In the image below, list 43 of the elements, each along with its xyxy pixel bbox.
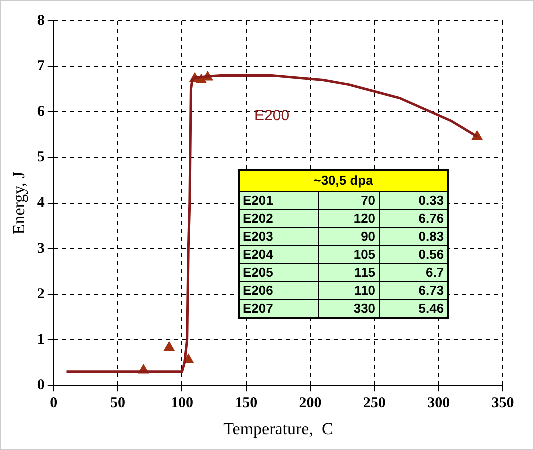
annotation: 5.46 — [379, 299, 448, 318]
y-tick-label: 5 — [37, 150, 45, 166]
annotation: 0.33 — [379, 191, 448, 210]
annotation: 115 — [318, 263, 380, 282]
y-tick-label: 4 — [37, 195, 46, 212]
y-tick-label: 8 — [37, 12, 45, 29]
point — [164, 342, 175, 352]
annotation: 6.76 — [379, 209, 448, 228]
annotation: E203 — [239, 227, 319, 246]
annotation: 120 — [318, 209, 380, 228]
y-axis-title: Energy, J — [10, 172, 29, 235]
x-axis-title: Temperature, C — [224, 419, 334, 438]
x-tick-label: 350 — [492, 395, 514, 412]
annotation: E205 — [239, 263, 319, 282]
y-tick-label: 6 — [37, 104, 46, 120]
y-tick-label: 2 — [37, 286, 45, 302]
y-tick-label: 7 — [37, 58, 46, 74]
annotation: E206 — [239, 281, 319, 300]
annotation: 105 — [318, 245, 380, 264]
annotation: E202 — [239, 209, 319, 228]
annotation: 90 — [318, 227, 380, 246]
annotation: 330 — [318, 299, 380, 318]
x-tick-label: 50 — [110, 395, 126, 412]
annotation: ~30,5 dpa — [239, 170, 448, 192]
annotation: 70 — [318, 191, 380, 210]
annotation: E201 — [239, 191, 319, 210]
annotation: E207 — [239, 299, 319, 318]
y-tick-label: 0 — [37, 377, 45, 394]
x-tick-label: 300 — [428, 395, 450, 412]
annotation: 0.83 — [379, 227, 448, 246]
x-tick-label: 250 — [363, 395, 386, 412]
y-tick-label: 3 — [37, 240, 45, 257]
y-tick-label: 1 — [37, 332, 45, 348]
annotation: E204 — [239, 245, 319, 264]
x-tick-label: 150 — [235, 395, 258, 412]
annotation: 6.73 — [379, 281, 448, 300]
x-tick-label: 100 — [170, 395, 194, 412]
annotation: 6.7 — [379, 263, 448, 282]
annotation: 0.56 — [379, 245, 448, 264]
x-tick-label: 200 — [299, 395, 322, 412]
x-tick-label: 0 — [50, 395, 58, 412]
annotation: 110 — [318, 281, 380, 300]
text: E200 — [254, 108, 290, 125]
